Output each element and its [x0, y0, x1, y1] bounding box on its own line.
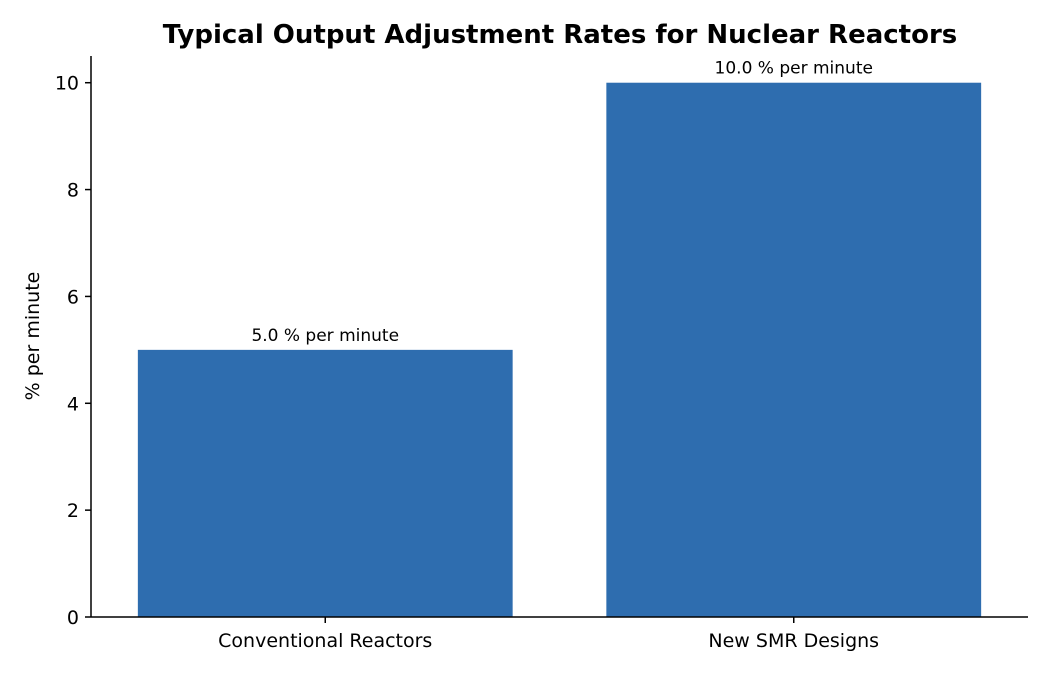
bars-group — [137, 82, 982, 617]
y-tick-label: 8 — [67, 180, 79, 202]
bar-value-label: 10.0 % per minute — [715, 59, 873, 79]
y-tick-label: 0 — [67, 607, 79, 629]
bar-1 — [606, 82, 982, 617]
y-tick-label: 2 — [67, 500, 79, 522]
x-tick-label: Conventional Reactors — [218, 630, 432, 652]
x-axis-ticks: Conventional Reactors New SMR Designs — [218, 617, 879, 652]
chart-title: Typical Output Adjustment Rates for Nucl… — [163, 20, 958, 50]
data-labels-group: 5.0 % per minute 10.0 % per minute — [251, 59, 873, 346]
y-axis-ticks: 0 2 4 6 8 10 — [55, 73, 91, 629]
y-axis-label: % per minute — [22, 272, 44, 401]
bar-0 — [137, 349, 513, 617]
y-tick-label: 10 — [55, 73, 79, 95]
y-tick-label: 4 — [67, 393, 79, 415]
y-tick-label: 6 — [67, 286, 79, 308]
bar-value-label: 5.0 % per minute — [251, 326, 399, 346]
x-tick-label: New SMR Designs — [708, 630, 879, 652]
